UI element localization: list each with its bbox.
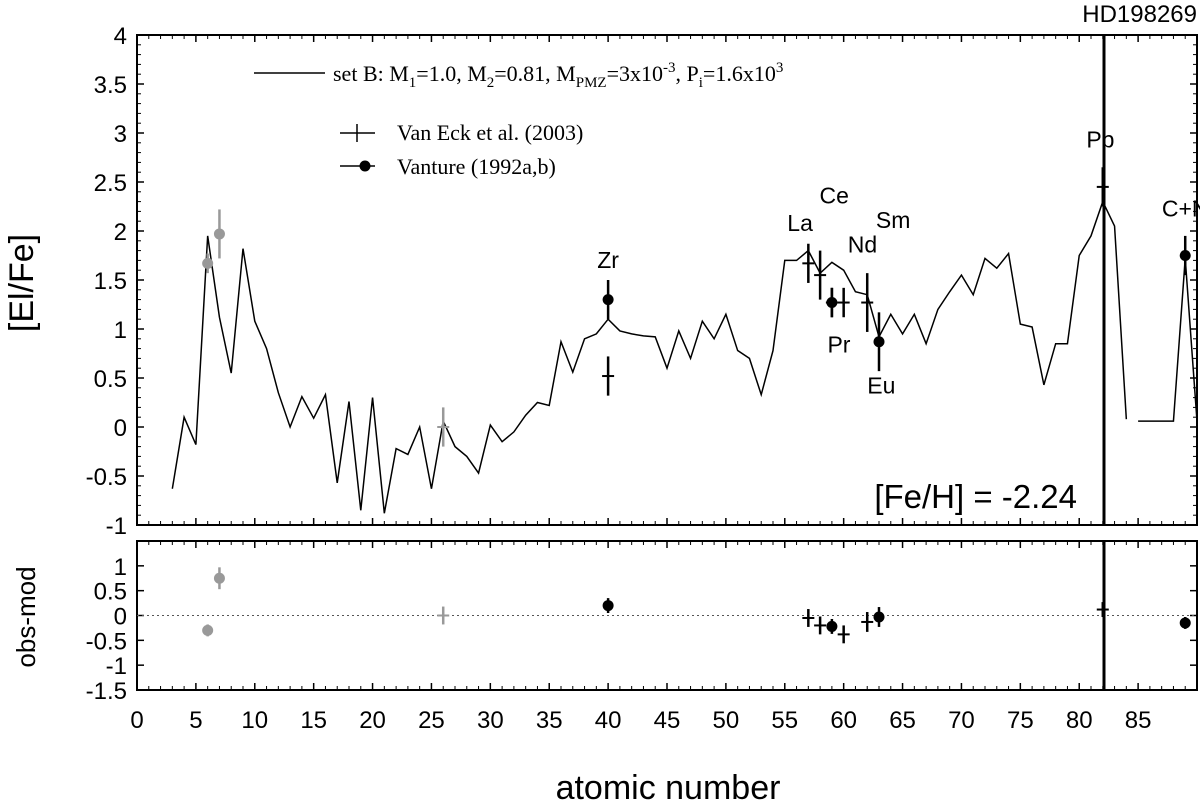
y-tick-label-main: 3 — [114, 121, 127, 148]
y-axis-label-residual: obs-mod — [11, 566, 41, 667]
vanture-residual-point — [826, 620, 838, 632]
y-tick-label-main: 1 — [114, 317, 127, 344]
x-tick-label: 35 — [536, 707, 563, 734]
x-tick-label: 55 — [771, 707, 798, 734]
y-tick-label-residual: -1 — [106, 653, 127, 680]
element-label-ce: Ce — [820, 183, 849, 209]
main-plot-frame — [136, 34, 1198, 526]
x-tick-label: 30 — [477, 707, 504, 734]
vanture-main-point — [602, 294, 614, 306]
y-tick-label-main: 0 — [114, 415, 127, 442]
legend-vanture-label: Vanture (1992a,b) — [397, 154, 556, 179]
vanture-main-point — [213, 228, 225, 240]
vanture-main-point — [202, 257, 214, 269]
x-tick-label: 70 — [948, 707, 975, 734]
y-tick-label-main: 1.5 — [94, 268, 127, 295]
element-label-la: La — [787, 210, 813, 236]
element-label-zr: Zr — [597, 247, 619, 273]
y-tick-label-main: -1 — [106, 513, 127, 540]
vanture-main-point — [1179, 250, 1191, 261]
y-tick-label-main: 2.5 — [94, 170, 127, 197]
y-tick-label-main: -0.5 — [86, 464, 127, 491]
y-tick-label-residual: 0.5 — [94, 579, 127, 606]
y-axis-label-main: [El/Fe] — [3, 234, 41, 332]
legend-vanture-marker — [340, 160, 375, 172]
model-cn-line — [1138, 258, 1198, 422]
y-tick-label-main: 4 — [114, 23, 127, 50]
x-tick-label: 5 — [189, 707, 202, 734]
vanture-main-point — [873, 336, 885, 348]
y-tick-label-main: 0.5 — [94, 366, 127, 393]
vanture-residual-point — [213, 572, 225, 584]
y-tick-label-residual: -1.5 — [86, 678, 127, 705]
vanture-residual-point — [873, 611, 885, 623]
x-axis-label: atomic number — [556, 769, 781, 804]
x-tick-label: 20 — [359, 707, 386, 734]
y-tick-label-residual: 0 — [114, 604, 127, 631]
y-tick-label-main: 3.5 — [94, 72, 127, 99]
x-tick-label: 75 — [1007, 707, 1034, 734]
y-tick-label-main: 2 — [114, 219, 127, 246]
element-label-pb: Pb — [1086, 127, 1114, 153]
x-tick-label: 50 — [713, 707, 740, 734]
legend: set B: M1=1.0, M2=0.81, MPMZ=3x10-3, Pi=… — [254, 60, 783, 179]
element-label-eu: Eu — [867, 373, 895, 399]
model-series-line — [171, 199, 1128, 514]
x-tick-label: 40 — [595, 707, 622, 734]
element-label-sm: Sm — [876, 207, 911, 233]
element-label-nd: Nd — [848, 232, 877, 258]
x-tick-label: 0 — [130, 707, 143, 734]
x-tick-label: 65 — [889, 707, 916, 734]
legend-model-label: set B: M1=1.0, M2=0.81, MPMZ=3x10-3, Pi=… — [333, 60, 783, 91]
y-tick-label-residual: 1 — [114, 554, 127, 581]
x-tick-label: 45 — [654, 707, 681, 734]
legend-van-eck-label: Van Eck et al. (2003) — [397, 120, 583, 145]
x-tick-label: 25 — [418, 707, 445, 734]
x-tick-label: 10 — [241, 707, 268, 734]
element-label-cn: C+N — [1162, 195, 1200, 221]
vanture-main-point — [826, 297, 838, 309]
x-tick-label: 15 — [300, 707, 327, 734]
vanture-residual-point — [602, 600, 614, 612]
metallicity-annotation: [Fe/H] = -2.24 — [874, 478, 1077, 515]
x-tick-label: 85 — [1125, 707, 1152, 734]
x-tick-label: 80 — [1066, 707, 1093, 734]
y-tick-label-residual: -0.5 — [86, 628, 127, 655]
vanture-residual-point — [202, 624, 214, 636]
chart-title: HD198269 — [1082, 1, 1197, 28]
element-label-pr: Pr — [827, 332, 850, 358]
legend-van-eck-marker — [340, 124, 375, 142]
x-tick-label: 60 — [830, 707, 857, 734]
vanture-residual-point — [1179, 617, 1191, 629]
